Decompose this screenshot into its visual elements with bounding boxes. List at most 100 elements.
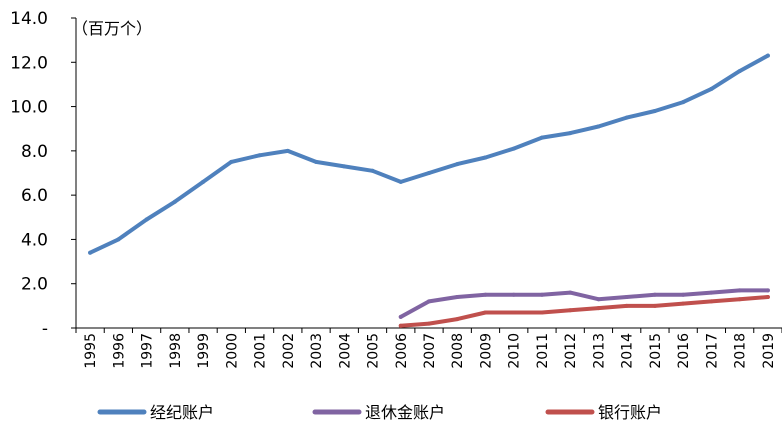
x-tick-label: 2006 bbox=[394, 333, 410, 369]
series-0-point bbox=[539, 135, 544, 140]
legend-label: 退休金账户 bbox=[365, 403, 445, 422]
x-tick-label: 2013 bbox=[591, 333, 607, 369]
series-1-point bbox=[539, 292, 544, 297]
legend-label: 经纪账户 bbox=[150, 403, 214, 422]
series-1-point bbox=[596, 297, 601, 302]
series-line-2 bbox=[398, 295, 770, 328]
y-tick-label: 2.0 bbox=[21, 275, 48, 295]
series-0-point bbox=[737, 69, 742, 74]
series-2-point bbox=[624, 303, 629, 308]
x-tick-label: 2018 bbox=[733, 333, 749, 369]
series-2-point bbox=[398, 323, 403, 328]
series-0-point bbox=[201, 179, 206, 184]
x-tick-label: 2005 bbox=[366, 333, 382, 369]
series-2-point bbox=[681, 301, 686, 306]
series-2-point bbox=[455, 317, 460, 322]
series-1-point bbox=[511, 292, 516, 297]
legend: 经纪账户 退休金账户 银行账户 bbox=[97, 403, 662, 422]
x-tick-label: 2000 bbox=[224, 333, 240, 369]
series-2-point bbox=[596, 306, 601, 311]
x-tick-label: 2007 bbox=[422, 333, 438, 369]
series-0-point bbox=[483, 155, 488, 160]
series-1-point bbox=[568, 290, 573, 295]
series-1-point bbox=[624, 295, 629, 299]
legend-item-0: 经纪账户 bbox=[97, 403, 214, 422]
y-tick-label: 12.0 bbox=[10, 53, 48, 73]
y-tick-label: 14.0 bbox=[10, 9, 48, 29]
x-tick-label: 2016 bbox=[676, 333, 692, 369]
series-1-point bbox=[765, 288, 770, 293]
series-1-point bbox=[652, 292, 657, 297]
series-2-point bbox=[483, 310, 488, 315]
y-tick-label: 6.0 bbox=[21, 186, 48, 206]
x-tick-label: 2012 bbox=[563, 333, 579, 369]
unit-label: （百万个） bbox=[72, 19, 152, 38]
series-1-point bbox=[455, 295, 460, 299]
series-0-point bbox=[116, 237, 121, 242]
series-0-point bbox=[314, 159, 319, 164]
series-0-point bbox=[398, 179, 403, 184]
x-tick-label: 1996 bbox=[111, 333, 127, 369]
x-tick-label: 1998 bbox=[168, 333, 184, 369]
series-1-point bbox=[398, 314, 403, 319]
x-tick-label: 2008 bbox=[450, 333, 466, 369]
y-axis: - 2.0 4.0 6.0 8.0 10.0 12.0 14.0 bbox=[10, 9, 77, 339]
x-tick-label: 2019 bbox=[761, 333, 777, 369]
x-tick-label: 2014 bbox=[620, 333, 636, 369]
series-1-point bbox=[681, 292, 686, 297]
series-0-point bbox=[681, 100, 686, 105]
series-0-point bbox=[88, 250, 93, 255]
series-line-1 bbox=[398, 288, 770, 319]
series-0-point bbox=[172, 199, 177, 204]
x-tick-label: 2010 bbox=[507, 333, 523, 369]
series-2-point bbox=[652, 303, 657, 308]
series-0-point bbox=[624, 115, 629, 120]
series-0-point bbox=[229, 159, 234, 164]
series-0-point bbox=[455, 162, 460, 167]
series-2-point bbox=[511, 310, 516, 315]
y-tick-label: 4.0 bbox=[21, 230, 48, 250]
x-tick-label: 2011 bbox=[535, 333, 551, 369]
series-2-point bbox=[539, 310, 544, 315]
x-tick-label: 1995 bbox=[83, 333, 99, 369]
series-1-point bbox=[709, 290, 714, 295]
series-2-point bbox=[765, 295, 770, 299]
series-1-point bbox=[427, 299, 431, 304]
x-tick-label: 2003 bbox=[309, 333, 325, 369]
y-tick-label: 10.0 bbox=[10, 98, 48, 118]
series-0-point bbox=[427, 171, 431, 175]
legend-item-1: 退休金账户 bbox=[312, 403, 445, 422]
x-tick-label: 1997 bbox=[140, 333, 156, 369]
series-line-0 bbox=[88, 53, 770, 255]
series-0-point bbox=[596, 124, 601, 129]
series-lines bbox=[88, 53, 770, 328]
series-0-point bbox=[144, 217, 149, 222]
x-tick-label: 2015 bbox=[648, 333, 664, 369]
x-tick-label: 2017 bbox=[704, 333, 720, 369]
x-axis: 1995 1996 1997 1998 1999 2000 2001 2002 2003 2004… bbox=[75, 327, 782, 369]
series-2-point bbox=[427, 321, 431, 326]
series-0-point bbox=[342, 164, 347, 169]
series-2-point bbox=[737, 297, 742, 302]
series-0-point bbox=[511, 146, 516, 151]
y-tick-label: - bbox=[42, 319, 48, 339]
series-0-point bbox=[568, 131, 573, 136]
series-0-point bbox=[285, 148, 290, 153]
legend-label: 银行账户 bbox=[598, 403, 662, 422]
series-0-point bbox=[257, 153, 262, 158]
x-tick-label: 1999 bbox=[196, 333, 212, 369]
series-0-point bbox=[652, 109, 657, 113]
legend-item-2: 银行账户 bbox=[545, 403, 662, 422]
x-tick-label: 2002 bbox=[281, 333, 297, 369]
x-tick-label: 2009 bbox=[478, 333, 494, 369]
series-2-point bbox=[709, 299, 714, 304]
y-tick-label: 8.0 bbox=[21, 142, 48, 162]
series-1-point bbox=[483, 292, 488, 297]
series-1-point bbox=[737, 288, 742, 293]
series-0-point bbox=[765, 53, 770, 58]
x-tick-label: 2001 bbox=[253, 333, 269, 369]
series-0-point bbox=[709, 86, 714, 91]
x-tick-label: 2004 bbox=[337, 333, 353, 369]
series-0-point bbox=[370, 168, 375, 173]
